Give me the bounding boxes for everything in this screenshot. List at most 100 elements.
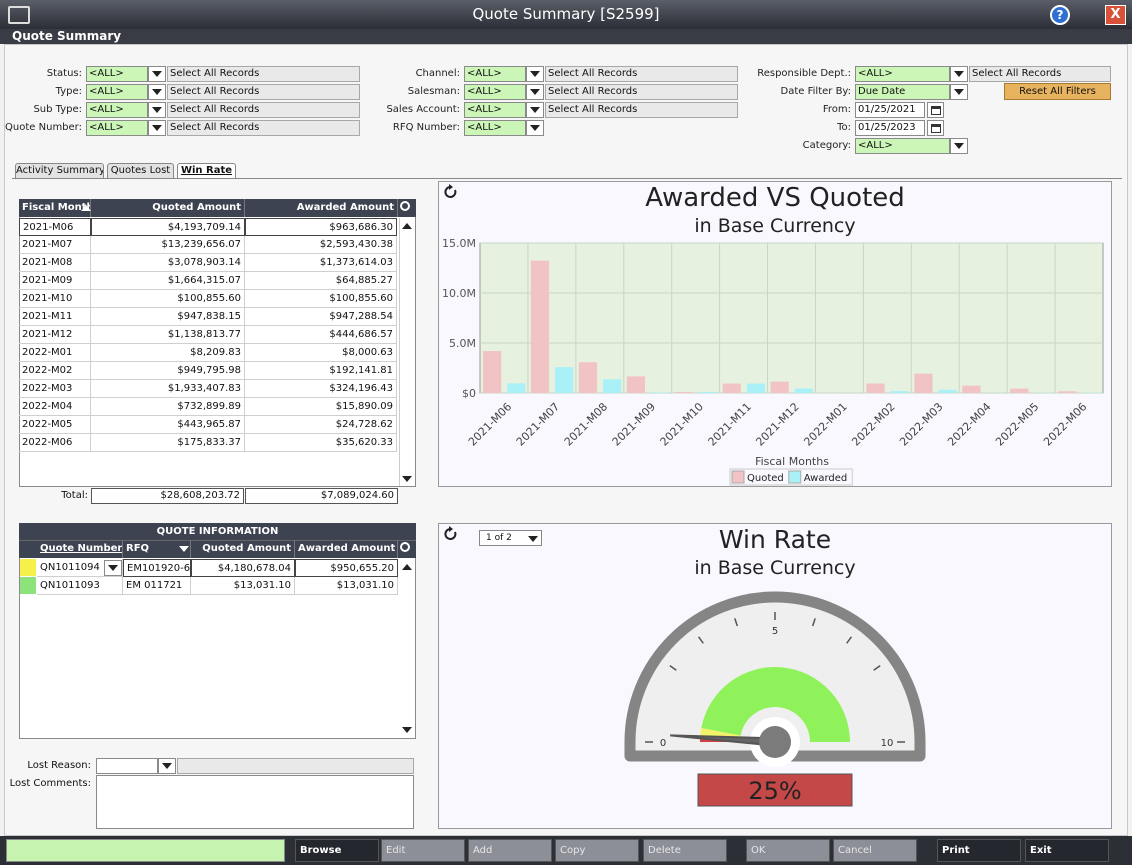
table-cell[interactable]: 2021-M12 [19,326,91,344]
table-cell[interactable]: 2022-M05 [19,416,91,434]
table-cell[interactable]: $15,890.09 [245,398,397,416]
calendar-button[interactable] [927,102,944,118]
table-cell[interactable]: $963,686.30 [245,218,397,236]
filter-value[interactable]: <ALL> [86,84,148,100]
filter-label: RFQ Number: [392,122,460,133]
dropdown-button[interactable] [950,66,968,82]
table-cell[interactable]: 2021-M10 [19,290,91,308]
dropdown-button[interactable] [148,102,166,118]
table-cell[interactable]: $3,078,903.14 [91,254,245,272]
refresh-arrow [449,184,453,190]
column-header[interactable]: RFQ [123,540,191,558]
action-button[interactable]: Browse [295,839,379,862]
arrow-icon [152,107,162,113]
arrow-icon [954,143,964,149]
table-cell[interactable]: $1,664,315.07 [91,272,245,290]
filter-value[interactable]: <ALL> [464,102,526,118]
table-cell[interactable]: 2021-M08 [19,254,91,272]
dropdown-button[interactable] [148,84,166,100]
dropdown-button[interactable] [158,758,176,774]
table-cell[interactable]: $2,593,430.38 [245,236,397,254]
date-field[interactable]: 01/25/2021 [855,102,925,118]
filter-value[interactable]: <ALL> [855,66,950,82]
table-cell[interactable]: 2022-M01 [19,344,91,362]
close-button[interactable]: X [1105,5,1126,25]
column-header[interactable]: Awarded Amount [295,540,398,558]
table-cell[interactable]: $175,833.37 [91,434,245,452]
reset-button[interactable]: Reset All Filters [1004,83,1111,100]
table-cell[interactable]: $444,686.57 [245,326,397,344]
tab[interactable]: Activity Summary [15,163,104,178]
tab[interactable]: Win Rate [177,163,236,179]
table-cell[interactable]: $4,180,678.04 [191,559,295,577]
calendar-button[interactable] [927,120,944,136]
action-button[interactable]: Print [937,839,1021,862]
table-cell[interactable]: 2022-M06 [19,434,91,452]
table-cell[interactable]: $35,620.33 [245,434,397,452]
table-cell[interactable]: EM 011721 [123,577,191,595]
table-cell[interactable]: $1,933,407.83 [91,380,245,398]
table-cell[interactable]: 2021-M06 [19,218,91,236]
filter-label: Sales Account: [386,104,460,115]
table-cell[interactable]: $24,728.62 [245,416,397,434]
dropdown-button[interactable] [104,560,122,576]
tab[interactable]: Quotes Lost [107,163,174,178]
filter-value[interactable]: <ALL> [86,120,148,136]
date-field[interactable]: 01/25/2023 [855,120,925,136]
table-cell[interactable]: EM101920-6 [123,559,191,577]
column-header[interactable]: Quoted Amount [91,199,245,217]
filter-value[interactable]: Due Date [855,84,950,100]
table-cell[interactable]: $13,239,656.07 [91,236,245,254]
table-cell[interactable]: $732,899.89 [91,398,245,416]
table-cell[interactable]: $443,965.87 [91,416,245,434]
table-cell[interactable]: $947,288.54 [245,308,397,326]
table-cell[interactable]: 2022-M03 [19,380,91,398]
action-button[interactable]: Exit [1025,839,1109,862]
filter-value[interactable]: <ALL> [855,138,950,154]
filter-label: Type: [55,86,82,97]
table-cell[interactable]: $100,855.60 [91,290,245,308]
column-header[interactable]: Quoted Amount [191,540,295,558]
pager-dropdown[interactable]: 1 of 2 [479,530,542,546]
table-cell[interactable]: $1,373,614.03 [245,254,397,272]
table-cell[interactable]: 2022-M04 [19,398,91,416]
table-cell[interactable]: $949,795.98 [91,362,245,380]
dropdown-button[interactable] [148,66,166,82]
filter-value[interactable]: <ALL> [464,120,526,136]
table-cell[interactable]: $8,000.63 [245,344,397,362]
table-cell[interactable]: $947,838.15 [91,308,245,326]
dropdown-button[interactable] [950,138,968,154]
dropdown-button[interactable] [950,84,968,100]
help-button[interactable]: ? [1050,5,1070,25]
table-cell[interactable]: $13,031.10 [191,577,295,595]
column-header[interactable]: Awarded Amount [245,199,398,217]
table-cell[interactable]: $13,031.10 [295,577,398,595]
table-cell[interactable]: QN1011094 [37,559,123,577]
dropdown-button[interactable] [526,84,544,100]
table-cell[interactable]: 2021-M09 [19,272,91,290]
dropdown-button[interactable] [526,66,544,82]
filter-value[interactable]: <ALL> [86,102,148,118]
dropdown-button[interactable] [148,120,166,136]
table-cell[interactable]: $64,885.27 [245,272,397,290]
table-cell[interactable]: 2021-M07 [19,236,91,254]
table-cell[interactable]: $192,141.81 [245,362,397,380]
table-cell[interactable]: $324,196.43 [245,380,397,398]
column-header[interactable]: Quote Number [37,540,123,558]
table-cell[interactable]: $1,138,813.77 [91,326,245,344]
filter-value[interactable]: <ALL> [464,84,526,100]
arrow-icon [530,71,540,77]
filter-value[interactable]: <ALL> [86,66,148,82]
table-cell[interactable]: 2022-M02 [19,362,91,380]
table-cell[interactable]: QN1011093 [37,577,123,595]
filter-value[interactable]: <ALL> [464,66,526,82]
dropdown-button[interactable] [526,120,544,136]
table-cell[interactable]: $950,655.20 [295,559,398,577]
lost-comments-field[interactable] [96,775,414,829]
table-cell[interactable]: $8,209.83 [91,344,245,362]
table-cell[interactable]: $100,855.60 [245,290,397,308]
table-cell[interactable]: 2021-M11 [19,308,91,326]
lost-reason-value[interactable] [96,758,158,774]
table-cell[interactable]: $4,193,709.14 [91,218,245,236]
dropdown-button[interactable] [526,102,544,118]
